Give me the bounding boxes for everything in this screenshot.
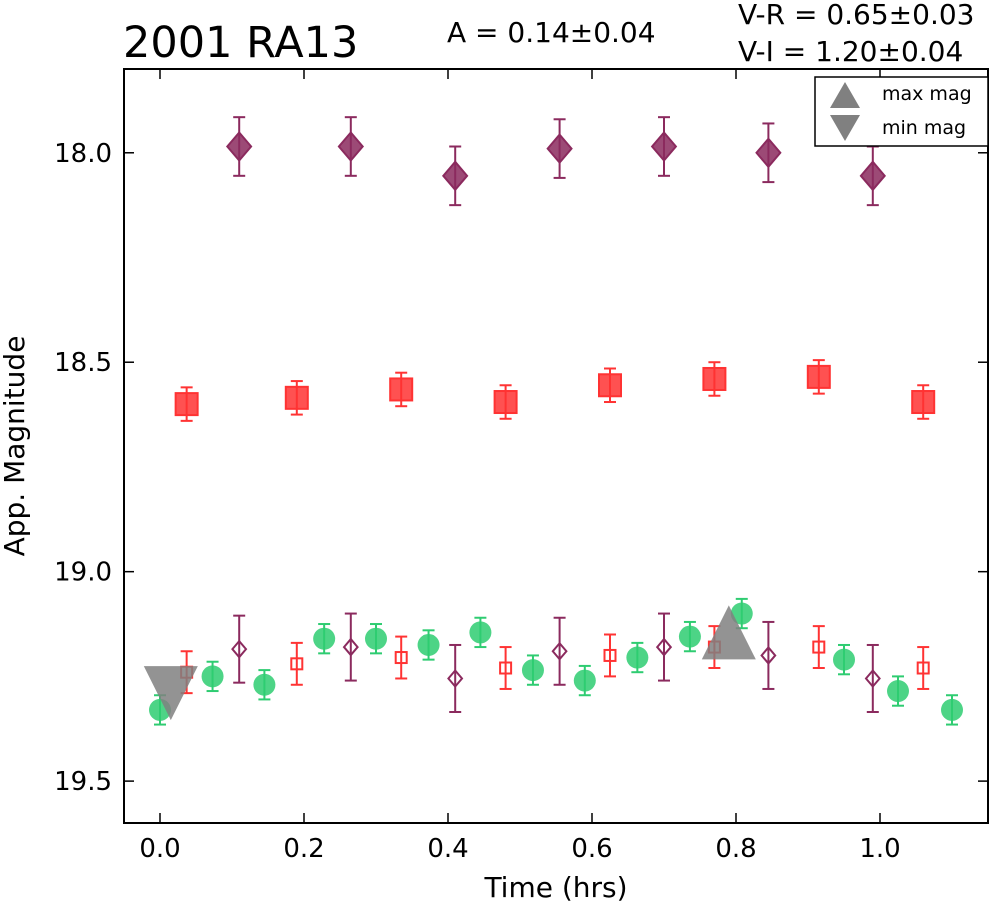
amplitude-annotation: A = 0.14±0.04 [447, 16, 656, 49]
data-point-r-v-shifted [812, 640, 826, 654]
data-point-i [755, 137, 782, 169]
data-point-v [469, 621, 492, 644]
data-point-i-v-shifted [342, 637, 359, 657]
v-r-annotation: V-R = 0.65±0.03 [738, 0, 974, 31]
data-point-r [389, 377, 414, 402]
data-point-v [253, 673, 276, 696]
data-point-v [201, 665, 224, 688]
max-mag-marker [701, 605, 756, 660]
data-point-i-v-shifted [447, 668, 464, 689]
data-point-r [598, 373, 622, 398]
legend: max mag min mag [814, 76, 989, 147]
data-point-r-v-shifted [603, 648, 617, 662]
x-tick-label: 0.6 [571, 834, 612, 864]
legend-min-mag-label: min mag [882, 117, 966, 139]
data-point-i [650, 130, 678, 163]
data-point-i-v-shifted [655, 637, 673, 657]
min-mag-marker [143, 666, 198, 721]
data-point-r-v-shifted [916, 661, 930, 675]
plot-frame [123, 68, 989, 824]
data-point-v [626, 646, 649, 669]
data-point-i [546, 133, 573, 165]
data-point-i [225, 130, 253, 163]
data-point-i-v-shifted [760, 645, 777, 665]
data-point-r [806, 364, 831, 389]
data-point-v [313, 627, 336, 650]
data-point-v [941, 698, 963, 721]
data-point-v [365, 627, 387, 650]
plot-area [143, 116, 963, 726]
data-point-r-v-shifted [394, 651, 408, 665]
x-tick-label: 0.2 [283, 834, 324, 864]
data-point-v [678, 625, 701, 648]
data-point-i [441, 160, 469, 192]
legend-min-mag-marker [830, 115, 860, 141]
data-point-r [493, 390, 518, 415]
data-point-v [887, 680, 909, 703]
x-tick-label: 1.0 [859, 834, 900, 864]
data-point-i [337, 130, 365, 163]
axis-ticks: 0.0 0.2 0.4 0.6 0.8 1.0 18.0 18.5 19.0 19.5 [54, 69, 988, 864]
y-axis-label: App. Magnitude [0, 336, 31, 557]
legend-max-mag-marker [830, 82, 860, 108]
y-tick-label: 19.0 [54, 558, 112, 588]
data-point-i-v-shifted [551, 641, 568, 661]
x-tick-label: 0.4 [427, 834, 468, 864]
data-point-r-v-shifted [290, 657, 304, 671]
data-point-i [859, 160, 887, 192]
legend-max-mag-label: max mag [882, 83, 972, 105]
data-point-r [911, 390, 936, 415]
data-point-r [284, 385, 309, 410]
data-point-v [417, 633, 440, 656]
v-i-annotation: V-I = 1.20±0.04 [738, 35, 963, 68]
data-point-r [702, 366, 727, 391]
y-tick-label: 18.5 [54, 348, 112, 378]
data-point-i-v-shifted [864, 668, 881, 689]
x-tick-label: 0.8 [715, 834, 756, 864]
data-point-v [573, 669, 596, 692]
x-axis-label: Time (hrs) [483, 871, 627, 904]
data-point-r [174, 392, 199, 417]
y-tick-label: 18.0 [54, 139, 112, 169]
data-point-v [730, 602, 753, 625]
chart-title: 2001 RA13 [123, 18, 358, 68]
data-point-i-v-shifted [231, 639, 248, 659]
x-tick-label: 0.0 [139, 834, 180, 864]
data-point-v [521, 659, 544, 682]
data-point-r-v-shifted [499, 661, 513, 675]
data-point-v [833, 648, 855, 671]
y-tick-label: 19.5 [54, 767, 112, 797]
